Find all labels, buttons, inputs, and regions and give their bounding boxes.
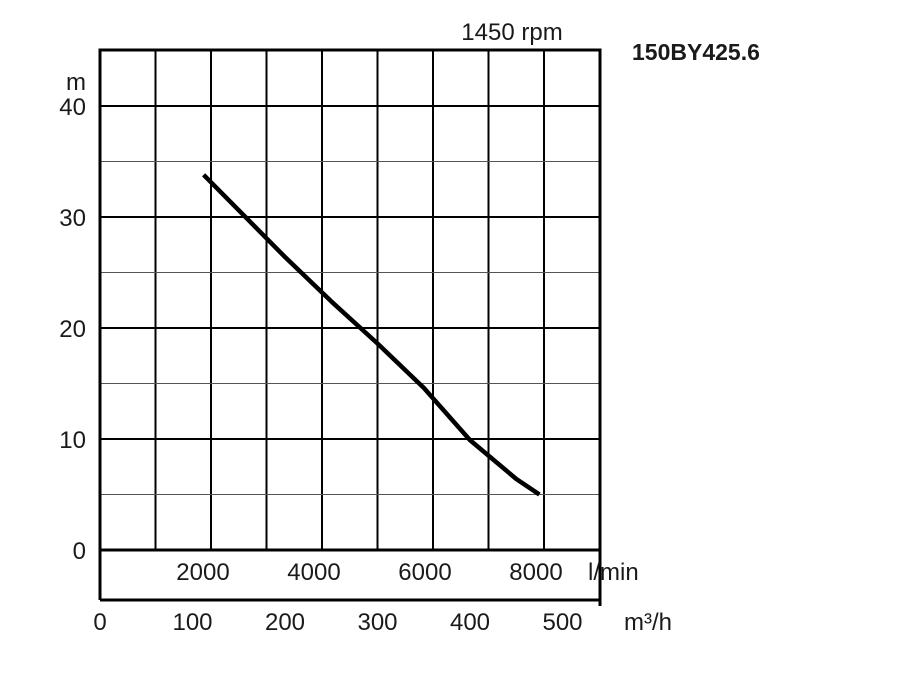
y-tick-label: 30 xyxy=(59,205,86,232)
x-axis-label-m3h: m³/h xyxy=(624,609,672,636)
y-tick-label: 20 xyxy=(59,316,86,343)
x-tick-label-lmin: 6000 xyxy=(398,559,451,586)
x-tick-label-m3h: 400 xyxy=(450,609,490,636)
x-tick-label-lmin: 4000 xyxy=(287,559,340,586)
subtitle-rpm: 1450 rpm xyxy=(461,19,562,46)
x-tick-label-m3h: 100 xyxy=(172,609,212,636)
x-tick-label-m3h: 0 xyxy=(93,609,106,636)
x-tick-labels-lmin: 2000 4000 6000 8000 xyxy=(176,559,562,586)
performance-curve-line xyxy=(202,173,541,497)
y-tick-label: 10 xyxy=(59,427,86,454)
chart-grid xyxy=(100,50,600,550)
x-axis-label-lmin: l/min xyxy=(588,559,639,586)
x-tick-label-m3h: 200 xyxy=(265,609,305,636)
y-axis-label: m xyxy=(66,69,86,96)
x-tick-label-m3h: 300 xyxy=(357,609,397,636)
chart-frames xyxy=(98,48,602,606)
y-tick-labels: 0 10 20 30 40 xyxy=(59,94,86,565)
x-tick-label-lmin: 8000 xyxy=(509,559,562,586)
chart-title-model: 150BY425.6 xyxy=(632,39,760,65)
x-tick-label-lmin: 2000 xyxy=(176,559,229,586)
x-tick-labels-m3h: 0 100 200 300 400 500 xyxy=(93,609,582,636)
y-tick-label: 40 xyxy=(59,94,86,121)
plot-frame xyxy=(98,48,602,552)
x-tick-label-m3h: 500 xyxy=(542,609,582,636)
chart-labels: 1450 rpm 150BY425.6 m l/min m³/h xyxy=(66,19,760,636)
y-tick-label: 0 xyxy=(73,538,86,565)
performance-curve-layer xyxy=(202,173,541,497)
